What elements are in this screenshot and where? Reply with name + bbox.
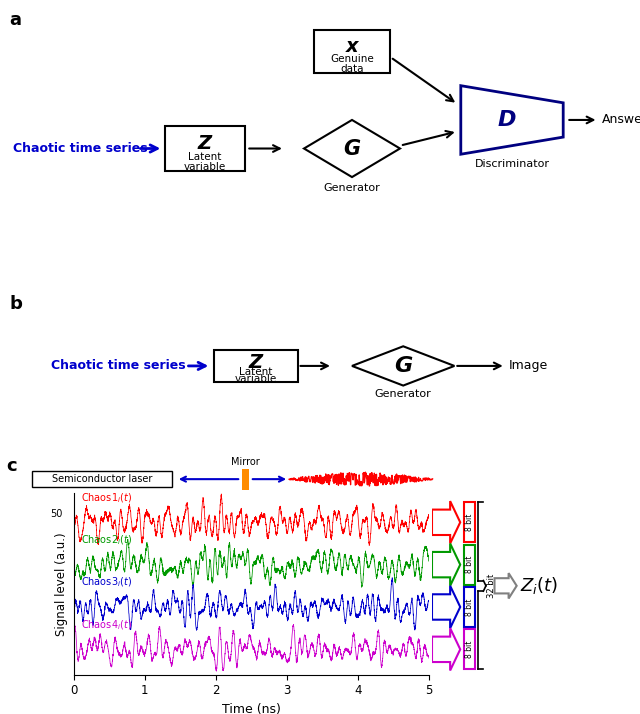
Text: Chaos4$_i$($t$): Chaos4$_i$($t$): [81, 618, 132, 632]
Text: D: D: [498, 110, 516, 130]
Text: Chaotic time series: Chaotic time series: [13, 142, 147, 155]
Bar: [464, 587, 476, 627]
Text: Z: Z: [249, 353, 263, 371]
Text: 8 bit: 8 bit: [465, 598, 474, 615]
Text: Image: Image: [509, 359, 548, 373]
Text: G: G: [394, 356, 412, 376]
Text: Latent: Latent: [239, 367, 273, 377]
Bar: [32, 471, 172, 487]
Text: Discriminator: Discriminator: [474, 159, 550, 169]
Polygon shape: [432, 628, 460, 670]
Bar: [464, 629, 476, 670]
Text: Chaos2$_i$($t$): Chaos2$_i$($t$): [81, 533, 132, 547]
Text: 8 bit: 8 bit: [465, 640, 474, 658]
Text: 32 bit: 32 bit: [488, 573, 497, 598]
Bar: [464, 545, 476, 585]
Y-axis label: Signal level (a.u.): Signal level (a.u.): [55, 532, 68, 635]
Polygon shape: [432, 543, 460, 585]
Text: Z: Z: [198, 134, 212, 153]
Text: variable: variable: [184, 162, 226, 172]
Text: G: G: [344, 139, 360, 159]
Text: Chaotic time series: Chaotic time series: [51, 359, 186, 373]
Polygon shape: [432, 501, 460, 543]
Text: c: c: [6, 457, 17, 475]
Text: Chaos1$_i$($t$): Chaos1$_i$($t$): [81, 491, 132, 505]
Polygon shape: [461, 86, 563, 154]
Polygon shape: [304, 120, 400, 177]
Text: Chaos3$_i$($t$): Chaos3$_i$($t$): [81, 575, 132, 589]
Text: data: data: [340, 64, 364, 74]
Text: variable: variable: [235, 373, 277, 384]
Bar: [165, 126, 245, 171]
Polygon shape: [495, 573, 516, 598]
Text: Latent: Latent: [188, 152, 221, 162]
Text: Answer: Answer: [602, 114, 640, 126]
Text: 50: 50: [51, 509, 63, 519]
Text: x: x: [346, 36, 358, 56]
Bar: [242, 469, 249, 490]
X-axis label: Time (ns): Time (ns): [222, 703, 280, 714]
Polygon shape: [352, 346, 454, 386]
Bar: [314, 30, 390, 73]
Text: Mirror: Mirror: [231, 457, 260, 467]
Bar: [214, 350, 298, 382]
Text: 8 bit: 8 bit: [465, 513, 474, 531]
Text: 8 bit: 8 bit: [465, 556, 474, 573]
Text: $Z_i(t)$: $Z_i(t)$: [520, 575, 558, 596]
Text: a: a: [10, 11, 22, 29]
Text: Generator: Generator: [324, 183, 380, 193]
Text: Semiconductor laser: Semiconductor laser: [52, 474, 152, 484]
Text: Generator: Generator: [375, 388, 431, 398]
Polygon shape: [432, 585, 460, 628]
Text: Genuine: Genuine: [330, 54, 374, 64]
Text: b: b: [10, 294, 22, 313]
Bar: [464, 502, 476, 543]
